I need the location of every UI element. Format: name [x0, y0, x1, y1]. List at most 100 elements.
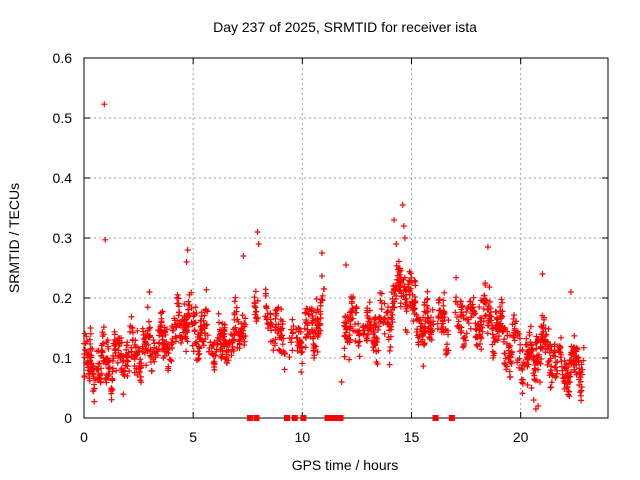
data-point — [128, 344, 135, 351]
data-point — [342, 314, 349, 321]
data-point — [220, 340, 227, 347]
data-point — [104, 359, 111, 366]
data-point — [272, 315, 279, 322]
data-point — [202, 336, 209, 343]
data-point — [185, 306, 192, 313]
data-point — [113, 367, 120, 374]
data-point — [137, 356, 144, 363]
data-point — [123, 346, 130, 353]
data-point-outlier — [184, 247, 191, 253]
data-point — [191, 328, 198, 335]
data-point — [539, 312, 546, 319]
data-point-outlier — [343, 262, 349, 268]
data-point — [353, 309, 360, 316]
data-point — [184, 338, 191, 345]
data-point — [531, 356, 538, 363]
data-point — [542, 332, 549, 339]
data-point — [212, 352, 219, 359]
data-point — [411, 294, 418, 301]
y-tick-label: 0 — [64, 410, 72, 426]
data-point — [343, 326, 350, 333]
data-point — [427, 331, 434, 338]
data-point — [539, 345, 546, 352]
data-point — [444, 327, 451, 334]
data-point — [415, 339, 422, 346]
data-point — [523, 353, 530, 360]
data-point-outlier — [530, 397, 537, 403]
data-point — [459, 344, 466, 351]
data-point-outlier — [539, 271, 546, 277]
data-point — [87, 345, 94, 352]
data-point — [570, 359, 577, 366]
data-point — [150, 337, 157, 344]
data-point — [486, 284, 493, 291]
data-point — [406, 277, 413, 284]
data-point — [317, 315, 324, 322]
data-point — [254, 315, 261, 322]
data-point — [481, 313, 488, 320]
data-point — [158, 309, 165, 316]
data-point — [457, 311, 464, 318]
data-point — [295, 324, 302, 331]
data-point — [188, 289, 195, 296]
data-point — [514, 332, 521, 339]
data-point — [572, 353, 579, 360]
data-point — [424, 288, 431, 295]
data-point — [264, 320, 271, 327]
data-point — [438, 311, 445, 318]
data-point — [498, 315, 505, 322]
data-point — [97, 372, 104, 379]
data-point — [430, 321, 437, 328]
data-point — [97, 365, 104, 372]
data-point — [516, 364, 523, 371]
data-point — [578, 397, 585, 404]
data-point — [178, 339, 185, 346]
data-point — [124, 339, 131, 346]
data-point — [561, 357, 568, 364]
data-point — [289, 316, 296, 323]
data-point — [239, 312, 246, 319]
data-point — [303, 316, 310, 323]
data-point — [228, 352, 235, 359]
data-point — [355, 342, 362, 349]
x-tick-label: 20 — [513, 429, 529, 445]
data-point — [215, 310, 222, 317]
data-point — [410, 304, 417, 311]
data-point — [159, 333, 166, 340]
data-point — [82, 340, 89, 347]
data-point — [453, 274, 460, 281]
data-point — [277, 334, 284, 341]
data-point — [486, 298, 493, 305]
data-point — [394, 272, 401, 279]
y-tick-label: 0.1 — [53, 350, 73, 366]
data-point — [484, 306, 491, 313]
data-point — [572, 348, 579, 355]
data-point — [182, 324, 189, 331]
data-point — [395, 258, 402, 265]
data-point — [182, 314, 189, 321]
data-point — [482, 300, 489, 307]
data-point — [272, 326, 279, 333]
data-point — [566, 360, 573, 367]
data-point — [252, 311, 259, 318]
data-point — [89, 371, 96, 378]
data-point — [511, 312, 518, 319]
data-point — [566, 356, 573, 363]
data-point-outlier — [484, 244, 491, 250]
data-point — [174, 317, 181, 324]
data-point — [137, 377, 144, 384]
data-point — [165, 345, 172, 352]
data-point — [388, 307, 395, 314]
data-point — [203, 286, 210, 293]
data-point — [198, 313, 205, 320]
data-point — [503, 363, 510, 370]
data-point — [464, 316, 471, 323]
data-point — [235, 338, 242, 345]
axis-ticks — [83, 57, 608, 419]
data-point — [286, 335, 293, 342]
no-data-marker — [333, 415, 340, 421]
data-point — [135, 369, 142, 376]
data-point — [440, 302, 447, 309]
data-point — [525, 361, 532, 368]
data-point — [344, 339, 351, 346]
